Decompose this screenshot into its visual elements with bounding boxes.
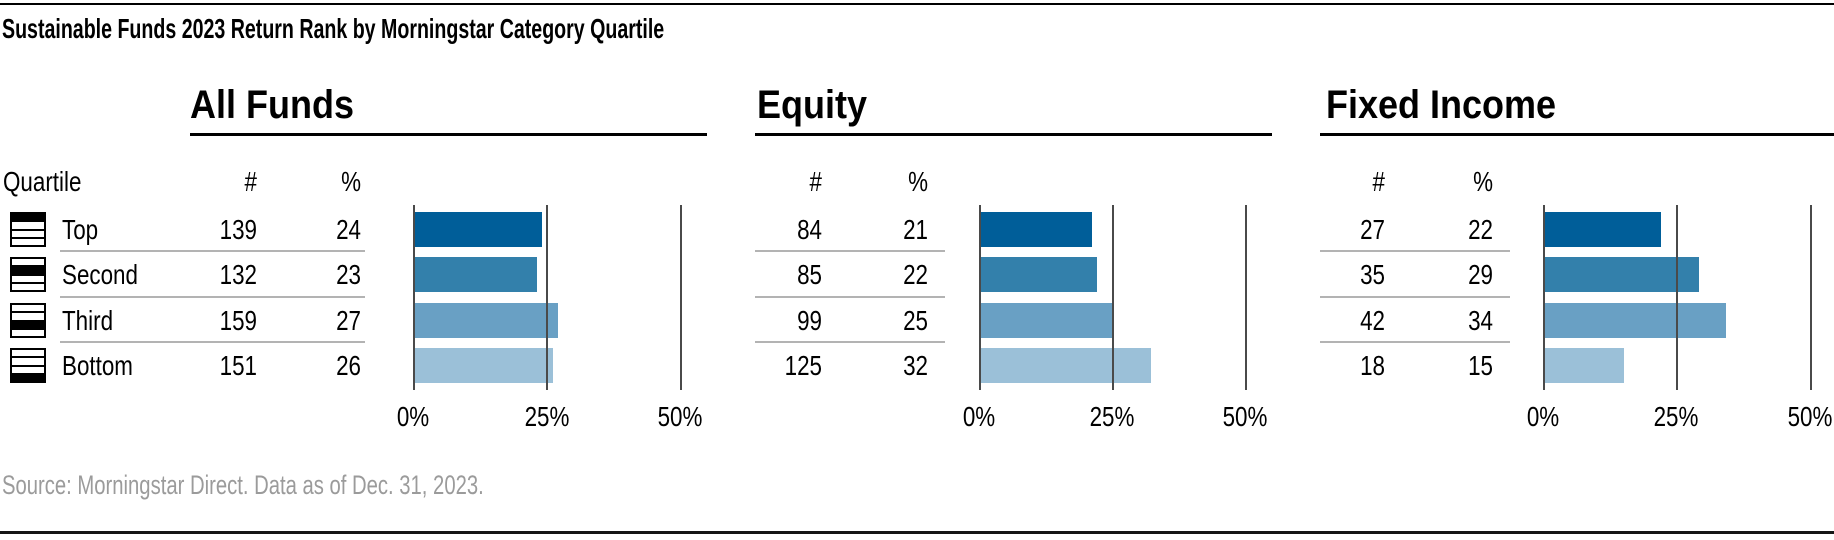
bottom-border xyxy=(0,531,1834,534)
section-underline-fixed-income xyxy=(1320,133,1834,136)
gridline-0pct xyxy=(413,205,415,390)
pct-cell: 15 xyxy=(1468,350,1493,381)
count-cell: 35 xyxy=(1360,259,1385,290)
gridline-50pct xyxy=(1810,205,1812,390)
count-cell: 18 xyxy=(1360,350,1385,381)
pct-cell: 26 xyxy=(336,350,361,381)
section-title-fixed-income: Fixed Income xyxy=(1326,83,1557,127)
bar-fixed-income-bottom xyxy=(1544,348,1624,383)
count-cell: 132 xyxy=(219,259,257,290)
gridline-0pct xyxy=(1543,205,1545,390)
quartile-icon-bottom xyxy=(10,348,46,383)
pct-header-equity: % xyxy=(908,166,928,197)
count-cell: 27 xyxy=(1360,214,1385,245)
quartile-label-second: Second xyxy=(62,259,138,290)
bar-all-funds-top xyxy=(414,212,542,247)
tick-label: 0% xyxy=(396,401,430,432)
quartile-label-bottom: Bottom xyxy=(62,350,133,381)
pct-cell: 25 xyxy=(903,305,928,336)
section-underline-all-funds xyxy=(190,133,707,136)
row-divider xyxy=(60,341,365,343)
quartile-icon-second xyxy=(10,257,46,292)
row-divider xyxy=(755,250,945,252)
pct-cell: 23 xyxy=(336,259,361,290)
pct-cell: 27 xyxy=(336,305,361,336)
pct-header-all-funds: % xyxy=(341,166,361,197)
count-cell: 85 xyxy=(797,259,822,290)
pct-cell: 22 xyxy=(903,259,928,290)
pct-cell: 34 xyxy=(1468,305,1493,336)
quartile-column-header: Quartile xyxy=(3,166,82,197)
count-cell: 42 xyxy=(1360,305,1385,336)
tick-label: 25% xyxy=(1089,401,1135,432)
tick-label: 50% xyxy=(1787,401,1833,432)
count-cell: 84 xyxy=(797,214,822,245)
pct-header-fixed-income: % xyxy=(1473,166,1493,197)
quartile-label-third: Third xyxy=(62,305,114,336)
count-cell: 99 xyxy=(797,305,822,336)
tick-label: 25% xyxy=(1653,401,1699,432)
gridline-0pct xyxy=(979,205,981,390)
gridline-25pct xyxy=(1112,205,1114,390)
source-note: Source: Morningstar Direct. Data as of D… xyxy=(2,470,484,500)
row-divider xyxy=(1320,250,1510,252)
gridline-25pct xyxy=(546,205,548,390)
row-divider xyxy=(60,296,365,298)
quartile-label-top: Top xyxy=(62,214,99,245)
quartile-icon-third xyxy=(10,303,46,338)
quartile-icon-top xyxy=(10,212,46,247)
tick-label: 0% xyxy=(1526,401,1560,432)
row-divider xyxy=(1320,341,1510,343)
bar-equity-bottom xyxy=(980,348,1151,383)
pct-cell: 32 xyxy=(903,350,928,381)
count-header-equity: # xyxy=(809,166,822,197)
section-underline-equity xyxy=(755,133,1272,136)
count-cell: 125 xyxy=(784,350,822,381)
gridline-50pct xyxy=(680,205,682,390)
bar-fixed-income-top xyxy=(1544,212,1661,247)
section-title-all-funds: All Funds xyxy=(190,83,354,127)
row-divider xyxy=(60,250,365,252)
section-title-equity: Equity xyxy=(757,83,868,127)
figure-title: Sustainable Funds 2023 Return Rank by Mo… xyxy=(2,13,665,44)
bar-fixed-income-second xyxy=(1544,257,1699,292)
bar-fixed-income-third xyxy=(1544,303,1726,338)
bar-equity-top xyxy=(980,212,1092,247)
tick-label: 25% xyxy=(524,401,570,432)
gridline-50pct xyxy=(1245,205,1247,390)
tick-label: 0% xyxy=(962,401,996,432)
pct-cell: 29 xyxy=(1468,259,1493,290)
count-header-fixed-income: # xyxy=(1372,166,1385,197)
row-divider xyxy=(1320,296,1510,298)
tick-label: 50% xyxy=(1222,401,1268,432)
bar-equity-second xyxy=(980,257,1097,292)
tick-label: 50% xyxy=(657,401,703,432)
pct-cell: 22 xyxy=(1468,214,1493,245)
bar-all-funds-bottom xyxy=(414,348,553,383)
row-divider xyxy=(755,341,945,343)
count-cell: 139 xyxy=(219,214,257,245)
bar-all-funds-second xyxy=(414,257,537,292)
bar-all-funds-third xyxy=(414,303,558,338)
count-header-all-funds: # xyxy=(244,166,257,197)
row-divider xyxy=(755,296,945,298)
top-border xyxy=(0,3,1834,5)
bar-equity-third xyxy=(980,303,1114,338)
pct-cell: 21 xyxy=(903,214,928,245)
pct-cell: 24 xyxy=(336,214,361,245)
gridline-25pct xyxy=(1676,205,1678,390)
count-cell: 159 xyxy=(219,305,257,336)
count-cell: 151 xyxy=(219,350,257,381)
